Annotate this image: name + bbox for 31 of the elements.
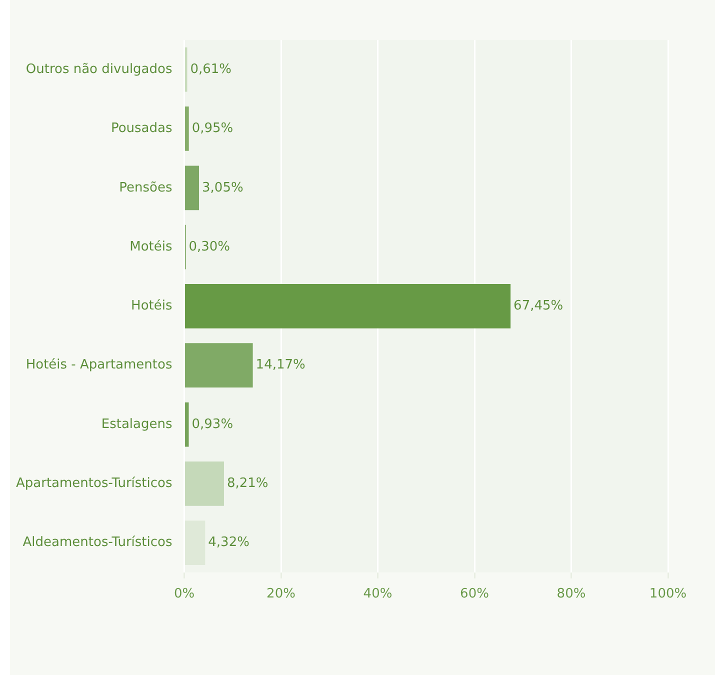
y-tick-label: Hotéis - Apartamentos xyxy=(26,358,172,373)
y-tick-label: Aldeamentos-Turísticos xyxy=(22,535,172,550)
bar xyxy=(185,284,511,328)
y-tick-label: Hotéis xyxy=(131,298,172,314)
data-label: 0,30% xyxy=(188,239,230,254)
data-label: 0,93% xyxy=(192,416,234,432)
data-label: 14,17% xyxy=(256,358,306,373)
x-tick-label: 40% xyxy=(363,586,392,602)
data-label: 3,05% xyxy=(202,180,244,196)
y-tick-label: Apartamentos-Turísticos xyxy=(16,476,172,492)
bar xyxy=(185,106,189,151)
x-tick-label: 80% xyxy=(556,586,586,602)
bar xyxy=(185,343,253,388)
x-tick-label: 0% xyxy=(174,586,195,602)
bar xyxy=(185,520,206,566)
data-label: 67,45% xyxy=(514,298,564,314)
y-tick-label: Pousadas xyxy=(110,121,172,136)
data-label: 4,32% xyxy=(208,535,250,550)
bar xyxy=(185,166,200,210)
data-label: 8,21% xyxy=(226,476,268,492)
x-tick-label: 20% xyxy=(266,586,296,602)
bar xyxy=(185,402,189,447)
x-tick-label: 60% xyxy=(460,586,489,602)
y-tick-label: Estalagens xyxy=(101,416,172,432)
y-tick-label: Pensões xyxy=(119,180,172,196)
x-tick-label: 100% xyxy=(649,586,687,602)
y-tick-label: Motéis xyxy=(130,239,172,254)
data-label: 0,61% xyxy=(190,62,232,77)
bar xyxy=(185,461,224,506)
data-label: 0,95% xyxy=(192,121,234,136)
y-tick-label: Outros não divulgados xyxy=(26,62,172,77)
